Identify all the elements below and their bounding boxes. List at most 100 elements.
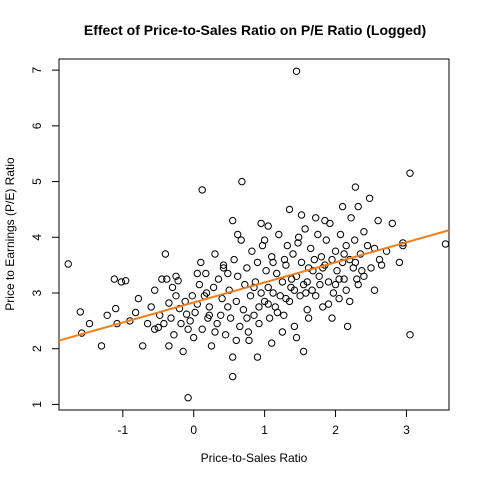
data-point (117, 278, 126, 286)
data-point (335, 294, 343, 303)
data-point (354, 280, 362, 289)
data-point (297, 258, 306, 267)
plot-frame (58, 58, 450, 411)
y-tick-label: 3 (30, 289, 44, 296)
data-point (236, 322, 244, 331)
data-point (103, 311, 111, 319)
x-axis: -1 0 1 2 3 (117, 410, 410, 437)
data-point (312, 214, 320, 222)
data-point (245, 336, 253, 345)
y-axis-title: Price to Earnings (P/E) Ratio (3, 157, 17, 311)
data-point (308, 286, 316, 294)
data-point (243, 314, 251, 322)
data-point (237, 236, 245, 244)
data-point (276, 292, 284, 300)
data-point (232, 336, 241, 345)
x-tick-label: 0 (190, 423, 197, 437)
data-point (273, 269, 281, 278)
data-point (395, 258, 404, 267)
data-point (346, 297, 354, 306)
data-point (375, 255, 384, 264)
data-point (351, 236, 359, 244)
data-point (257, 289, 265, 297)
data-point (262, 267, 270, 275)
data-point (239, 306, 248, 314)
data-point (287, 275, 296, 283)
data-point (139, 342, 147, 350)
data-point (310, 255, 318, 264)
data-point (324, 300, 333, 308)
data-point (250, 283, 258, 292)
data-point (211, 250, 219, 258)
x-tick-label: 2 (332, 423, 339, 437)
data-point (211, 328, 219, 336)
data-point (335, 275, 343, 283)
data-point (307, 244, 315, 253)
data-point (167, 314, 175, 322)
data-point (112, 304, 120, 313)
data-point (268, 339, 276, 347)
data-point (97, 342, 106, 350)
data-point (374, 216, 382, 225)
data-point (205, 303, 214, 311)
y-tick-label: 4 (30, 234, 44, 241)
data-point (184, 325, 192, 333)
data-point (160, 319, 168, 328)
data-point (354, 202, 362, 211)
data-point (295, 233, 303, 242)
data-point (202, 289, 211, 297)
data-point (264, 300, 272, 308)
data-point (110, 275, 119, 283)
data-point (289, 250, 297, 258)
data-point (182, 310, 191, 318)
data-point (175, 304, 184, 313)
y-tick-label: 2 (30, 345, 44, 352)
data-point (340, 275, 348, 283)
data-point (260, 236, 269, 244)
data-point (264, 222, 272, 230)
data-point (198, 325, 206, 333)
data-point (244, 328, 253, 336)
data-point (151, 286, 159, 294)
data-point (85, 319, 94, 328)
data-point (322, 236, 330, 244)
data-point (265, 314, 274, 322)
data-point (292, 333, 301, 342)
data-point (179, 347, 187, 356)
data-point (217, 311, 225, 319)
data-point (195, 280, 204, 289)
data-point (285, 205, 294, 214)
data-point (264, 283, 272, 292)
data-point (184, 394, 192, 402)
data-point (253, 258, 262, 267)
data-point (170, 331, 178, 339)
data-point (207, 342, 216, 350)
data-point (319, 303, 327, 311)
y-tick-label: 7 (30, 66, 44, 73)
data-point (278, 278, 287, 286)
y-tick-label: 5 (30, 178, 44, 185)
data-point (224, 303, 232, 311)
data-point (303, 278, 311, 286)
data-point (232, 297, 241, 306)
data-point (290, 286, 299, 294)
data-point (255, 319, 263, 328)
data-point (165, 299, 173, 307)
data-point (282, 294, 290, 303)
data-point (292, 67, 301, 76)
data-point (315, 272, 323, 280)
data-point (314, 230, 322, 239)
data-point (338, 202, 347, 211)
data-point (299, 347, 308, 356)
data-point (370, 286, 379, 294)
data-point (342, 241, 350, 250)
data-point (197, 258, 205, 267)
data-point (198, 186, 206, 194)
data-point (238, 177, 246, 186)
data-point (268, 253, 276, 261)
data-point (230, 255, 238, 264)
data-point (202, 269, 210, 278)
data-point (406, 331, 414, 339)
data-point (191, 308, 199, 317)
data-point (229, 216, 237, 225)
